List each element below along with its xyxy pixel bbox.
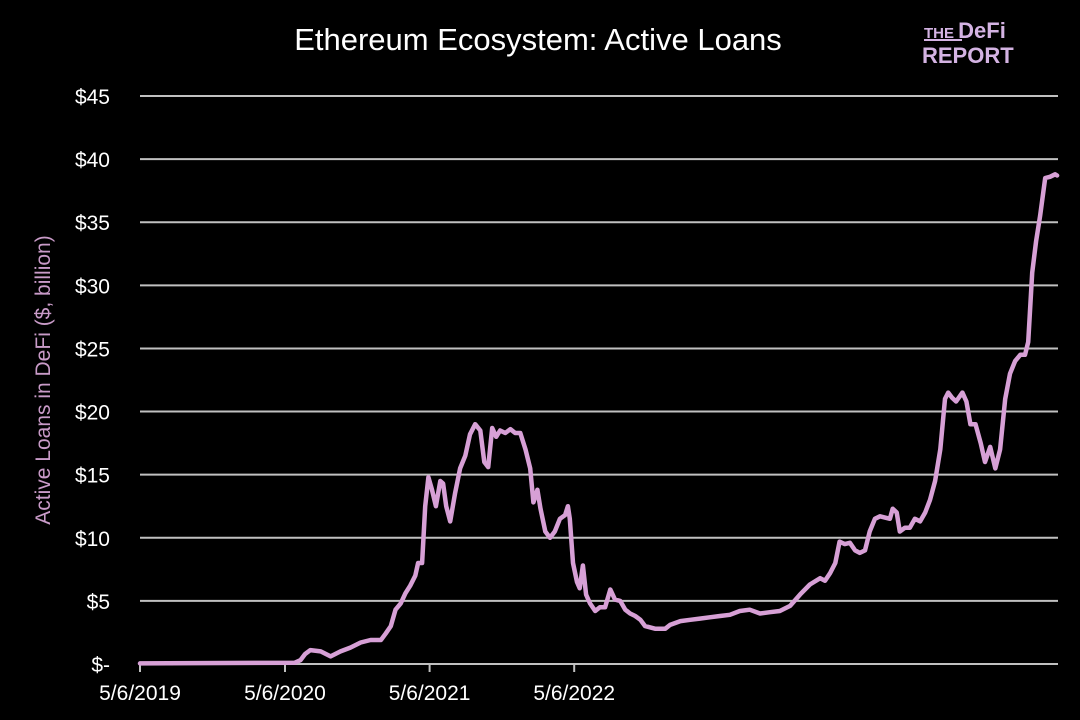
y-tick-label: $35 bbox=[75, 212, 110, 235]
y-tick-label: $30 bbox=[75, 275, 110, 298]
y-tick-label: $5 bbox=[87, 591, 110, 614]
chart-title: Ethereum Ecosystem: Active Loans bbox=[294, 22, 782, 57]
y-tick-label: $20 bbox=[75, 402, 110, 425]
y-tick-label: $- bbox=[91, 654, 110, 677]
y-tick-labels: $- $5 $10 $15 $20 $25 $30 $35 $40 $45 bbox=[75, 86, 110, 677]
gridlines bbox=[140, 95, 1058, 665]
y-tick-label: $25 bbox=[75, 338, 110, 361]
x-tick-labels: 5/6/2019 5/6/2020 5/6/2021 5/6/2022 bbox=[99, 664, 615, 705]
y-tick-label: $45 bbox=[75, 86, 110, 109]
y-tick-label: $40 bbox=[75, 149, 110, 172]
logo: THE DeFi REPORT bbox=[922, 18, 1014, 68]
y-axis-label: Active Loans in DeFi ($, billion) bbox=[32, 235, 55, 524]
x-tick-label: 5/6/2019 bbox=[99, 682, 181, 705]
y-tick-label: $15 bbox=[75, 465, 110, 488]
series bbox=[137, 172, 1060, 666]
series-line bbox=[137, 172, 1060, 666]
logo-line1: THE DeFi bbox=[924, 18, 1006, 43]
logo-line2: REPORT bbox=[922, 43, 1014, 68]
y-tick-label: $10 bbox=[75, 528, 110, 551]
x-tick-label: 5/6/2022 bbox=[533, 682, 615, 705]
x-tick-label: 5/6/2020 bbox=[244, 682, 326, 705]
x-tick-label: 5/6/2021 bbox=[389, 682, 471, 705]
